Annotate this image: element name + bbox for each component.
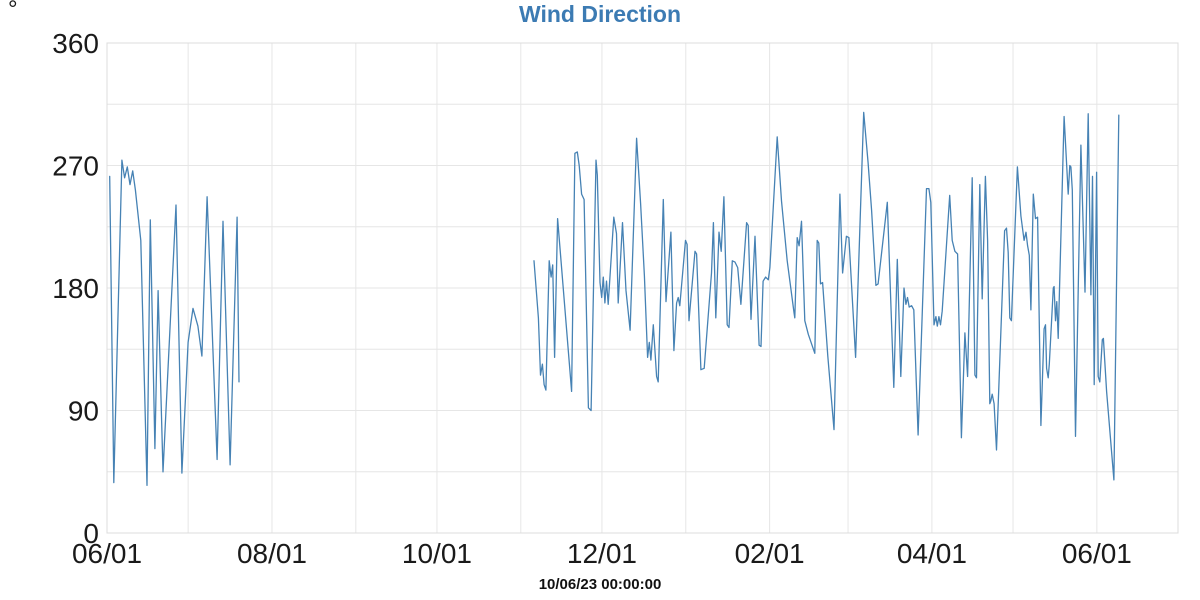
x-tick-label: 08/01 [237, 538, 307, 569]
y-axis-unit-label: ° [8, 0, 18, 23]
plot-border [106, 42, 1179, 534]
x-tick-label: 12/01 [567, 538, 637, 569]
x-tick-label: 02/01 [735, 538, 805, 569]
chart-title: Wind Direction [518, 1, 682, 27]
y-tick-label: 360 [52, 28, 99, 59]
x-tick-label: 06/01 [1062, 538, 1132, 569]
y-tick-label: 270 [52, 151, 99, 182]
y-tick-label: 0 [83, 518, 99, 549]
y-tick-label: 90 [68, 396, 99, 427]
y-tick-label: 180 [52, 273, 99, 304]
cursor-datetime-label: 10/06/23 00:00:00 [538, 576, 662, 593]
x-tick-label: 04/01 [897, 538, 967, 569]
series-line-wind-direction [533, 111, 1120, 481]
x-tick-label: 10/01 [402, 538, 472, 569]
x-tick-label: 06/01 [72, 538, 142, 569]
series-line-wind-direction [109, 159, 240, 487]
